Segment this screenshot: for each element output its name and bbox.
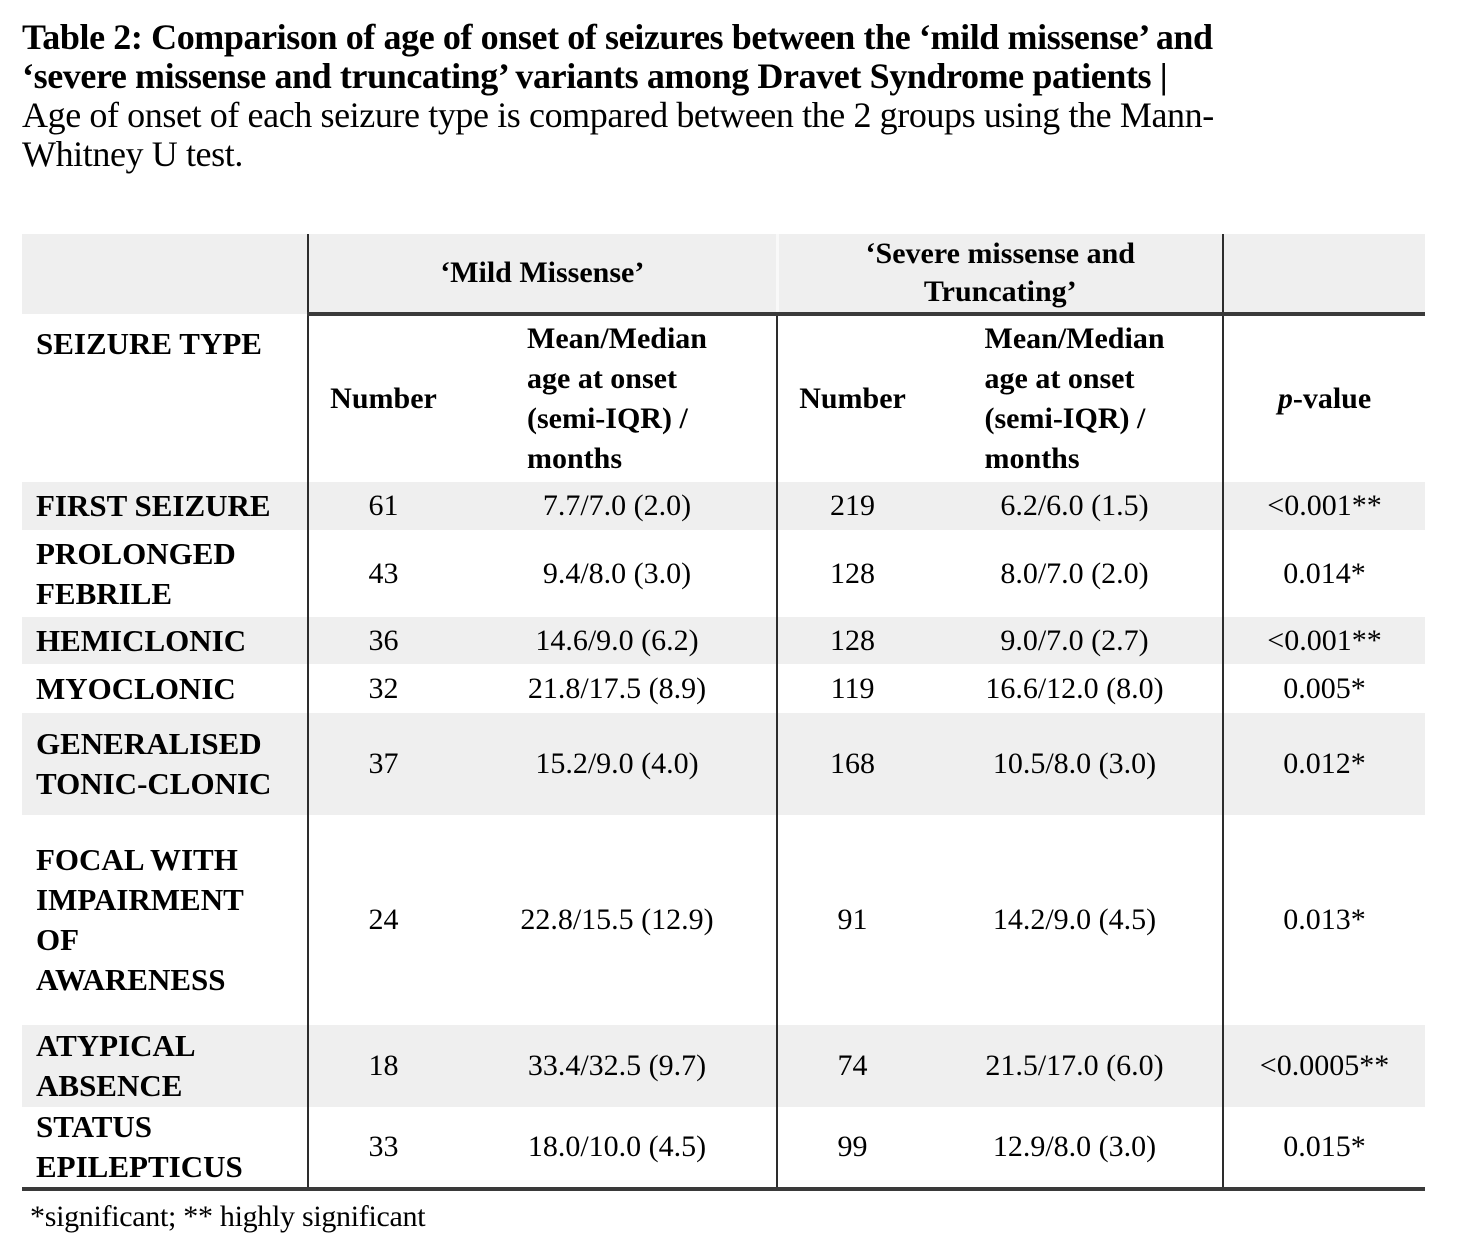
p-value-cell: 0.005* <box>1222 664 1426 713</box>
severe-mean-median-cell: 10.5/8.0 (3.0) <box>992 747 1157 780</box>
mild-mean-median-cell: 21.8/17.5 (8.9) <box>527 671 707 705</box>
p-value-cell: <0.0005** <box>1222 1025 1426 1107</box>
mild-number-cell: 61 <box>307 482 458 530</box>
table-row: MYOCLONIC 32 21.8/17.5 (8.9) 119 16.6/12… <box>22 664 1426 713</box>
mean-median-header-text: Mean/Median age at onset (semi-IQR) / mo… <box>984 322 1165 475</box>
severe-number-cell: 128 <box>776 617 928 664</box>
seizure-type-cell: ATYPICAL ABSENCE <box>36 1028 196 1103</box>
mild-number-cell: 43 <box>307 530 458 617</box>
mild-number-cell: 37 <box>307 713 458 815</box>
column-header-severe-number: Number <box>776 314 928 482</box>
group-header-row: ‘Mild Missense’ ‘Severe missense and Tru… <box>22 234 1426 316</box>
table-row: STATUS EPILEPTICUS 33 18.0/10.0 (4.5) 99… <box>22 1107 1426 1191</box>
column-header-severe-mean-median: Mean/Median age at onset (semi-IQR) / mo… <box>927 314 1223 482</box>
table-caption: Table 2: Comparison of age of onset of s… <box>22 18 1454 174</box>
p-value-cell: 0.013* <box>1222 815 1426 1025</box>
mild-number-cell: 32 <box>307 664 458 713</box>
group-header-spacer <box>22 234 308 314</box>
severe-mean-median-cell: 9.0/7.0 (2.7) <box>1000 623 1149 657</box>
mild-mean-median-cell: 15.2/9.0 (4.0) <box>535 747 699 780</box>
pvalue-italic-p: p <box>1277 382 1293 415</box>
table-row: HEMICLONIC 36 14.6/9.0 (6.2) 128 9.0/7.0… <box>22 617 1426 664</box>
severe-mean-median-cell: 6.2/6.0 (1.5) <box>1000 489 1149 522</box>
severe-number-cell: 168 <box>776 713 928 815</box>
mean-median-header-text: Mean/Median age at onset (semi-IQR) / mo… <box>527 322 707 475</box>
seizure-type-cell: STATUS EPILEPTICUS <box>22 1107 308 1191</box>
column-header-mild-mean-median: Mean/Median age at onset (semi-IQR) / mo… <box>458 314 777 482</box>
significance-footnote: *significant; ** highly significant <box>30 1200 426 1233</box>
pvalue-rest: -value <box>1292 382 1372 415</box>
seizure-type-cell: PROLONGED FEBRILE <box>36 535 236 611</box>
table-row: FIRST SEIZURE 61 7.7/7.0 (2.0) 219 6.2/6… <box>22 482 1426 530</box>
severe-mean-median-cell: 21.5/17.0 (6.0) <box>985 1049 1164 1082</box>
mild-number-cell: 18 <box>307 1025 458 1107</box>
severe-number-cell: 74 <box>776 1025 928 1107</box>
mild-mean-median-cell: 7.7/7.0 (2.0) <box>542 489 692 522</box>
severe-mean-median-cell: 14.2/9.0 (4.5) <box>992 903 1157 936</box>
mild-mean-median-cell: 33.4/32.5 (9.7) <box>527 1049 707 1082</box>
group-header-mild-missense: ‘Mild Missense’ <box>306 234 778 316</box>
column-header-mild-number: Number <box>307 314 458 482</box>
group-header-pvalue-spacer <box>1222 234 1426 316</box>
p-value-cell: 0.015* <box>1222 1107 1426 1191</box>
mild-number-cell: 33 <box>307 1107 458 1191</box>
mild-number-cell: 24 <box>307 815 458 1025</box>
table-body: FIRST SEIZURE 61 7.7/7.0 (2.0) 219 6.2/6… <box>22 482 1426 1191</box>
severe-number-cell: 91 <box>776 815 928 1025</box>
seizure-type-cell: FOCAL WITH IMPAIRMENT OF AWARENESS <box>36 842 244 997</box>
seizure-type-cell: GENERALISED TONIC-CLONIC <box>36 726 272 801</box>
table-row: GENERALISED TONIC-CLONIC 37 15.2/9.0 (4.… <box>22 713 1426 815</box>
severe-number-cell: 99 <box>776 1107 928 1191</box>
column-header-row: SEIZURE TYPE Number Mean/Median age at o… <box>22 314 1426 482</box>
p-value-cell: <0.001** <box>1222 617 1426 664</box>
caption-line: Whitney U test. <box>22 134 243 174</box>
table-row: FOCAL WITH IMPAIRMENT OF AWARENESS 24 22… <box>22 815 1426 1025</box>
group-header-severe-missense-truncating: ‘Severe missense and Truncating’ <box>775 234 1224 316</box>
table-caption-title: Table 2: Comparison of age of onset of s… <box>22 18 1454 96</box>
table-caption-description: Age of onset of each seizure type is com… <box>22 96 1454 174</box>
severe-mean-median-cell: 12.9/8.0 (3.0) <box>927 1107 1224 1191</box>
mild-mean-median-cell: 22.8/15.5 (12.9) <box>520 903 714 936</box>
table-row: ATYPICAL ABSENCE 18 33.4/32.5 (9.7) 74 2… <box>22 1025 1426 1107</box>
caption-line: Table 2: Comparison of age of onset of s… <box>22 17 1213 57</box>
mild-mean-median-cell: 18.0/10.0 (4.5) <box>458 1107 778 1191</box>
severe-number-cell: 219 <box>776 482 928 530</box>
mild-mean-median-cell: 9.4/8.0 (3.0) <box>542 556 692 590</box>
caption-line: ‘severe missense and truncating’ variant… <box>22 56 1168 96</box>
seizure-type-cell: FIRST SEIZURE <box>36 488 271 523</box>
severe-mean-median-cell: 8.0/7.0 (2.0) <box>1000 556 1149 590</box>
table-row: PROLONGED FEBRILE 43 9.4/8.0 (3.0) 128 8… <box>22 530 1426 617</box>
seizure-type-cell: MYOCLONIC <box>36 670 236 706</box>
p-value-cell: 0.012* <box>1222 713 1426 815</box>
mild-number-cell: 36 <box>307 617 458 664</box>
p-value-cell: <0.001** <box>1222 482 1426 530</box>
p-value-cell: 0.014* <box>1222 530 1426 617</box>
comparison-table: ‘Mild Missense’ ‘Severe missense and Tru… <box>22 234 1426 1191</box>
severe-number-cell: 128 <box>776 530 928 617</box>
severe-number-cell: 119 <box>776 664 928 713</box>
severe-mean-median-cell: 16.6/12.0 (8.0) <box>985 671 1164 705</box>
column-header-pvalue: p-value <box>1222 314 1426 482</box>
column-header-seizure-type: SEIZURE TYPE <box>36 326 262 361</box>
caption-line: Age of onset of each seizure type is com… <box>22 95 1214 135</box>
mild-mean-median-cell: 14.6/9.0 (6.2) <box>535 623 699 657</box>
seizure-type-cell: HEMICLONIC <box>36 622 247 658</box>
